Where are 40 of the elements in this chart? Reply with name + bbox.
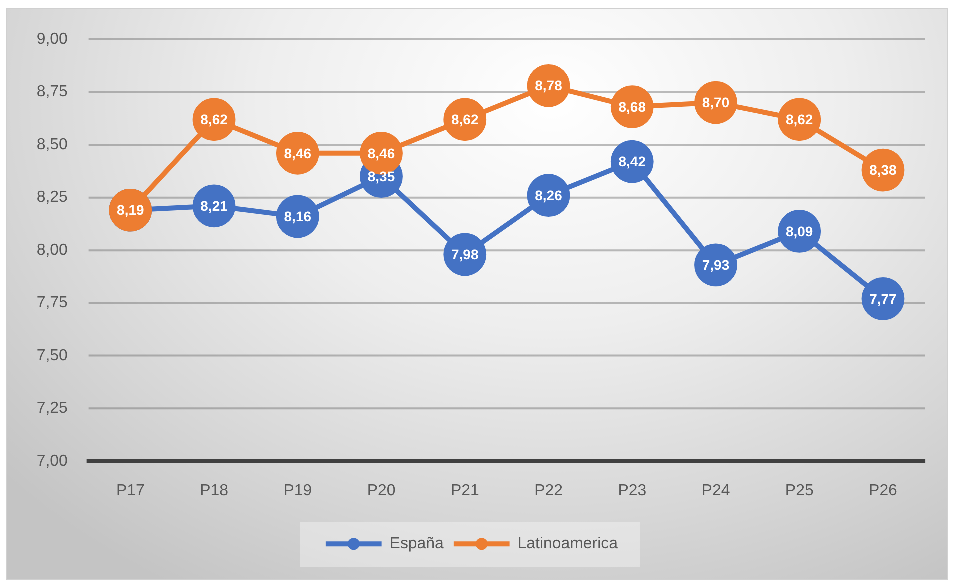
y-tick-label: 7,00 [36, 452, 68, 470]
data-label: 8,35 [368, 168, 396, 184]
data-label: 8,26 [535, 187, 563, 204]
data-label: 7,77 [870, 290, 898, 307]
x-tick-label: P24 [702, 482, 730, 500]
data-label: 8,42 [618, 154, 646, 170]
data-label: 8,78 [535, 78, 563, 94]
data-label: 8,09 [786, 223, 814, 240]
y-tick-label: 8,50 [36, 136, 68, 154]
y-tick-label: 8,75 [36, 84, 68, 101]
data-label: 8,16 [284, 208, 312, 225]
legend-label: Latinoamerica [518, 536, 618, 553]
data-label: 7,98 [452, 246, 479, 263]
y-tick-label: 7,50 [36, 347, 68, 364]
x-tick-label: P21 [450, 482, 480, 500]
data-label: 8,70 [702, 94, 730, 111]
legend-label: España [390, 536, 444, 553]
data-label: 8,38 [870, 162, 898, 178]
x-tick-label: P23 [618, 482, 647, 500]
y-tick-label: 7,25 [36, 400, 68, 418]
x-tick-label: P20 [367, 482, 396, 500]
data-label: 7,93 [702, 257, 730, 274]
data-label: 8,46 [284, 145, 312, 162]
y-tick-label: 8,00 [36, 242, 68, 259]
data-label: 8,19 [117, 202, 144, 218]
x-tick-label: P17 [116, 482, 145, 500]
x-tick-label: P18 [200, 482, 229, 500]
x-tick-label: P22 [534, 482, 564, 500]
data-label: 8,62 [200, 112, 228, 128]
x-tick-label: P25 [785, 482, 814, 500]
y-tick-label: 9,00 [36, 30, 68, 48]
data-label: 8,62 [786, 112, 814, 128]
data-label: 8,62 [452, 112, 479, 128]
data-label: 8,21 [200, 198, 228, 214]
data-label: 8,46 [368, 145, 396, 162]
data-label: 8,68 [618, 98, 646, 115]
y-tick-label: 7,75 [36, 294, 68, 312]
x-tick-label: P19 [284, 482, 312, 500]
x-tick-label: P26 [869, 482, 898, 500]
y-tick-label: 8,25 [36, 189, 68, 206]
